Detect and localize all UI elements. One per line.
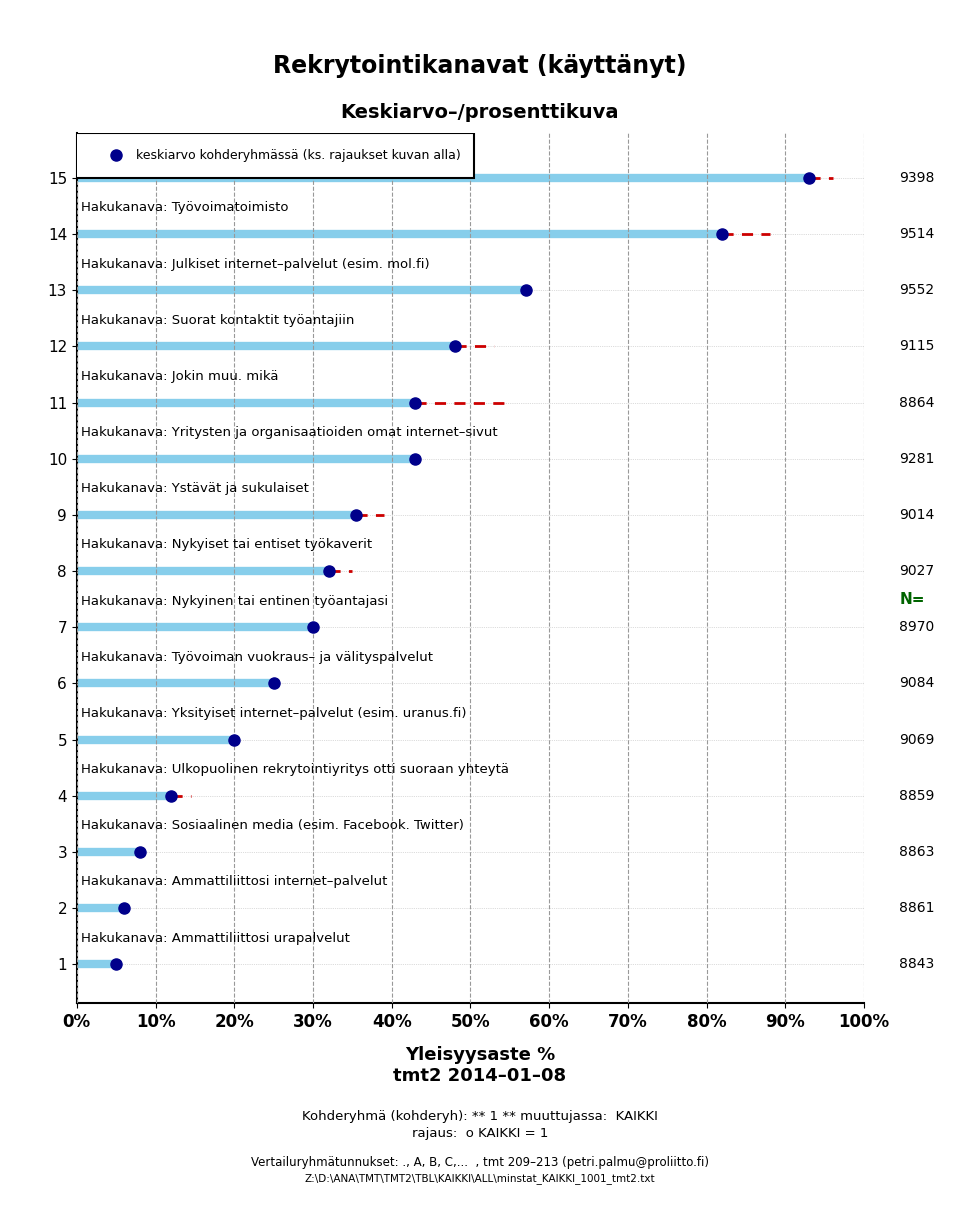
Text: Hakukanava: Suorat kontaktit työantajiin: Hakukanava: Suorat kontaktit työantajiin	[81, 314, 354, 326]
Text: Keskiarvo–/prosenttikuva: Keskiarvo–/prosenttikuva	[341, 103, 619, 122]
Text: 9069: 9069	[900, 733, 935, 746]
Text: 9084: 9084	[900, 676, 935, 690]
Text: Hakukanava: Ammattiliittosi internet–palvelut: Hakukanava: Ammattiliittosi internet–pal…	[81, 875, 387, 889]
Text: Kohderyhmä (kohderyh): ** 1 ** muuttujassa:  KAIKKI: Kohderyhmä (kohderyh): ** 1 ** muuttujas…	[302, 1110, 658, 1123]
Text: 9281: 9281	[900, 452, 935, 465]
Text: 8861: 8861	[900, 901, 935, 915]
Text: Hakukanava: Ammattiliittosi urapalvelut: Hakukanava: Ammattiliittosi urapalvelut	[81, 931, 349, 944]
Text: 9398: 9398	[900, 170, 935, 185]
Text: Hakukanava: Lehti–ilmoitukset: Hakukanava: Lehti–ilmoitukset	[81, 145, 285, 158]
Text: Yleisyysaste %
tmt2 2014–01–08: Yleisyysaste % tmt2 2014–01–08	[394, 1046, 566, 1084]
Text: Hakukanava: Nykyinen tai entinen työantajasi: Hakukanava: Nykyinen tai entinen työanta…	[81, 595, 388, 608]
Text: Hakukanava: Nykyiset tai entiset työkaverit: Hakukanava: Nykyiset tai entiset työkave…	[81, 538, 372, 551]
Text: Hakukanava: Ulkopuolinen rekrytointiyritys otti suoraan yhteytä: Hakukanava: Ulkopuolinen rekrytointiyrit…	[81, 763, 509, 776]
Text: 9014: 9014	[900, 508, 935, 522]
Text: Hakukanava: Jokin muu. mikä: Hakukanava: Jokin muu. mikä	[81, 370, 278, 383]
Text: 9514: 9514	[900, 227, 935, 241]
Text: Hakukanava: Työvoiman vuokraus– ja välityspalvelut: Hakukanava: Työvoiman vuokraus– ja välit…	[81, 650, 433, 664]
FancyBboxPatch shape	[65, 133, 474, 178]
Text: 9027: 9027	[900, 565, 934, 578]
Text: 9115: 9115	[900, 340, 935, 353]
Text: 9552: 9552	[900, 283, 934, 297]
Text: Hakukanava: Sosiaalinen media (esim. Facebook. Twitter): Hakukanava: Sosiaalinen media (esim. Fac…	[81, 820, 464, 832]
Text: Vertailuryhmätunnukset: ., A, B, C,...  , tmt 209–213 (petri.palmu@proliitto.fi): Vertailuryhmätunnukset: ., A, B, C,... ,…	[251, 1156, 709, 1169]
Text: rajaus:  o KAIKKI = 1: rajaus: o KAIKKI = 1	[412, 1127, 548, 1140]
Text: Hakukanava: Yritysten ja organisaatioiden omat internet–sivut: Hakukanava: Yritysten ja organisaatioide…	[81, 426, 497, 439]
Text: N=: N=	[900, 591, 924, 607]
Text: 8864: 8864	[900, 395, 935, 410]
Text: 8970: 8970	[900, 620, 935, 635]
Text: 8859: 8859	[900, 788, 935, 803]
Text: keskiarvo kohderyhmässä (ks. rajaukset kuvan alla): keskiarvo kohderyhmässä (ks. rajaukset k…	[136, 149, 461, 162]
Text: Hakukanava: Yksityiset internet–palvelut (esim. uranus.fi): Hakukanava: Yksityiset internet–palvelut…	[81, 707, 467, 719]
Text: Hakukanava: Ystävät ja sukulaiset: Hakukanava: Ystävät ja sukulaiset	[81, 482, 308, 496]
Text: 8843: 8843	[900, 958, 935, 971]
Text: Z:\D:\ANA\TMT\TMT2\TBL\KAIKKI\ALL\minstat_KAIKKI_1001_tmt2.txt: Z:\D:\ANA\TMT\TMT2\TBL\KAIKKI\ALL\minsta…	[304, 1173, 656, 1184]
Text: 8863: 8863	[900, 845, 935, 858]
Text: Hakukanava: Työvoimatoimisto: Hakukanava: Työvoimatoimisto	[81, 202, 288, 214]
Text: Hakukanava: Julkiset internet–palvelut (esim. mol.fi): Hakukanava: Julkiset internet–palvelut (…	[81, 258, 429, 271]
Text: Rekrytointikanavat (käyttänyt): Rekrytointikanavat (käyttänyt)	[274, 54, 686, 79]
